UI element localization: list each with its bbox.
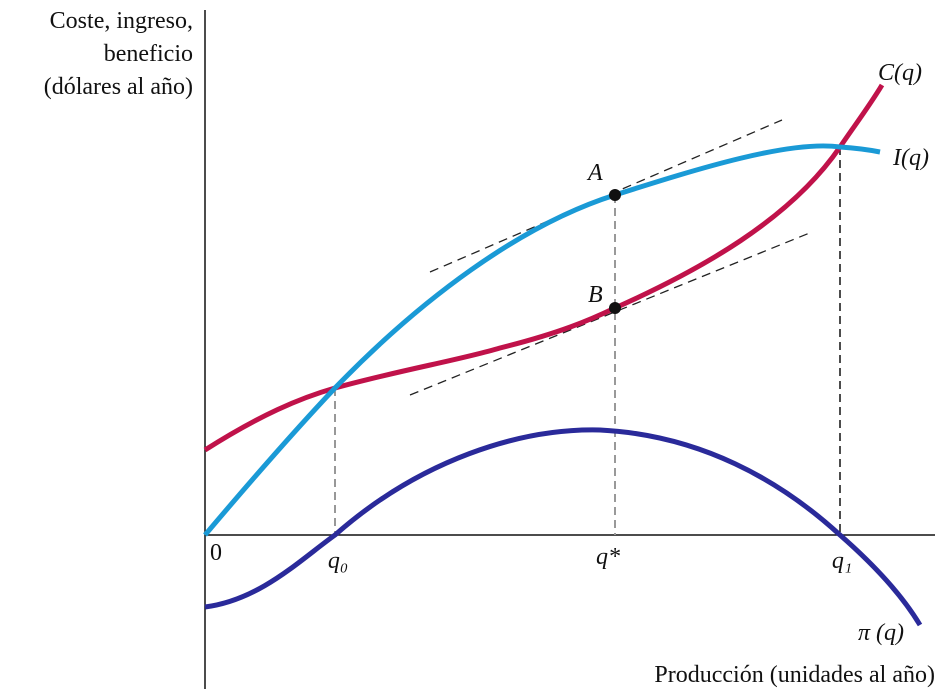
curve-label: I(q) <box>892 145 929 171</box>
point-b <box>609 302 621 314</box>
point-label: A <box>586 160 603 186</box>
y-axis-label: beneficio <box>104 41 193 67</box>
point-label: B <box>588 282 603 308</box>
tangent-a <box>429 119 783 273</box>
curve-label: π (q) <box>858 620 904 646</box>
x-tick-label: q* <box>596 544 620 570</box>
x-tick-label: q₀ <box>328 548 348 574</box>
origin-label: 0 <box>210 540 222 566</box>
y-axis-label: Coste, ingreso, <box>50 8 193 34</box>
y-axis-label: (dólares al año) <box>44 74 193 100</box>
profit-curve <box>204 427 923 627</box>
curve-label: C(q) <box>878 60 922 86</box>
x-axis-label: Producción (unidades al año) <box>654 662 935 688</box>
revenue-curve <box>203 143 881 537</box>
cost-curve <box>203 83 885 453</box>
tangent-b <box>409 231 813 396</box>
point-a <box>609 189 621 201</box>
x-tick-label: q₁ <box>832 548 852 574</box>
